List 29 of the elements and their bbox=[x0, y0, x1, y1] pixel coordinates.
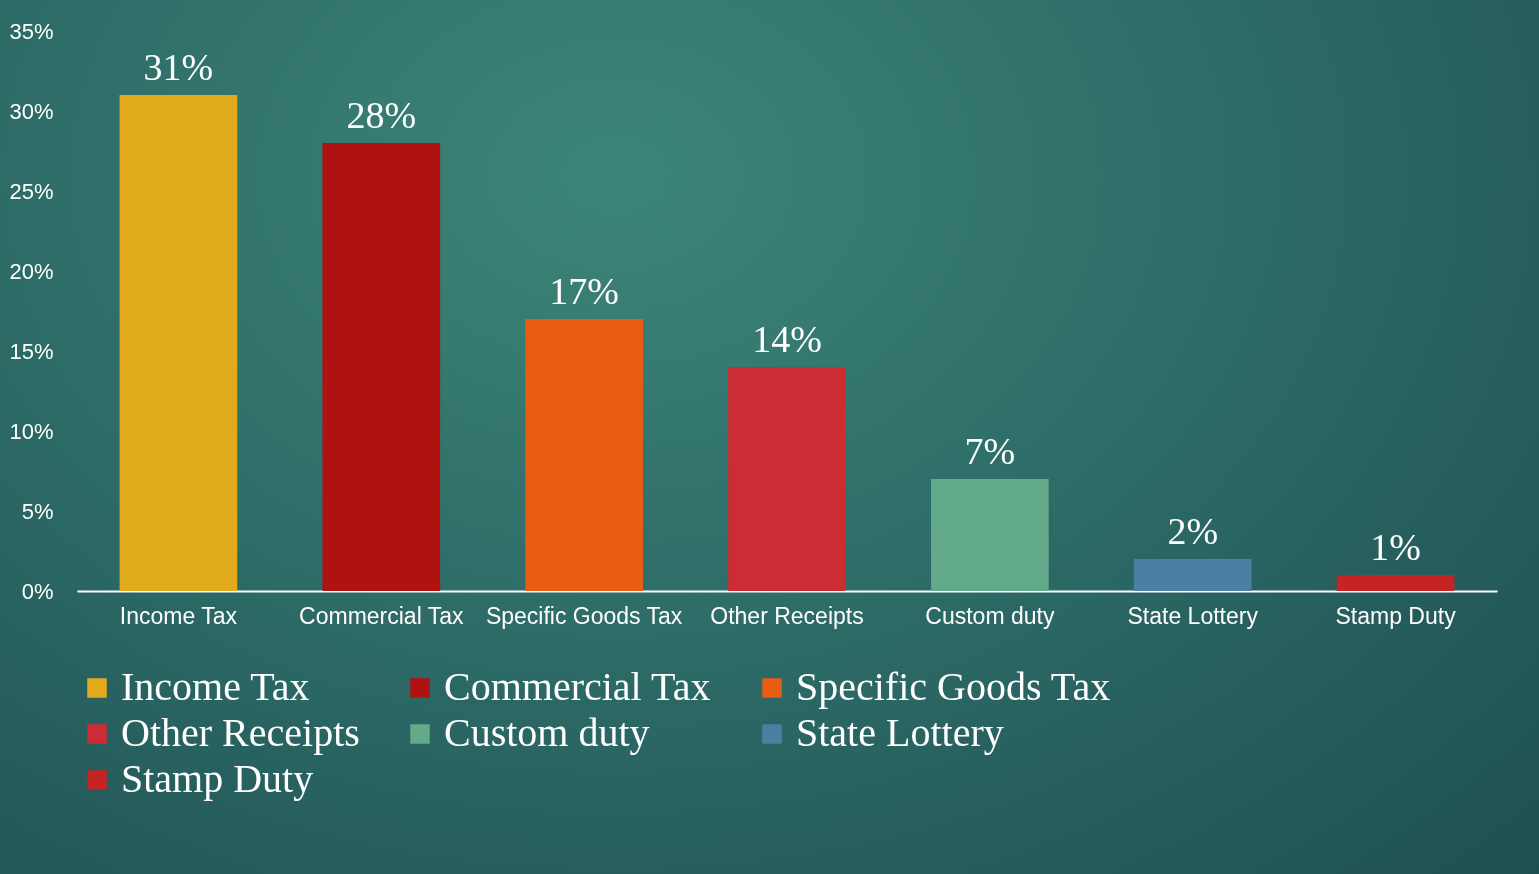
y-tick-label: 30% bbox=[9, 98, 54, 124]
data-label: 1% bbox=[1370, 526, 1421, 568]
data-label: 17% bbox=[549, 270, 619, 312]
y-tick-label: 35% bbox=[9, 18, 54, 44]
data-label: 14% bbox=[752, 318, 822, 360]
legend-label: Specific Goods Tax bbox=[796, 664, 1111, 709]
legend-label: Income Tax bbox=[121, 664, 310, 709]
data-label: 31% bbox=[143, 46, 214, 88]
x-tick-label: Commercial Tax bbox=[299, 602, 465, 629]
y-tick-label: 5% bbox=[21, 498, 54, 524]
y-tick-label: 15% bbox=[9, 338, 54, 364]
data-label: 7% bbox=[964, 430, 1016, 472]
y-tick-label: 25% bbox=[9, 178, 54, 204]
legend-label: Stamp Duty bbox=[121, 756, 314, 801]
x-tick-label: State Lottery bbox=[1127, 602, 1259, 629]
data-label: 2% bbox=[1167, 510, 1219, 552]
legend-label: Other Receipts bbox=[121, 710, 360, 755]
y-tick-label: 10% bbox=[9, 418, 54, 444]
legend-label: State Lottery bbox=[796, 710, 1004, 755]
x-tick-label: Specific Goods Tax bbox=[485, 602, 683, 629]
legend-label: Custom duty bbox=[444, 710, 650, 755]
legend-label: Commercial Tax bbox=[444, 664, 711, 709]
y-tick-label: 20% bbox=[9, 258, 54, 284]
data-label: 28% bbox=[346, 94, 417, 136]
y-tick-label: 0% bbox=[21, 578, 54, 604]
x-tick-label: Other Receipts bbox=[710, 602, 864, 629]
x-tick-label: Custom duty bbox=[925, 602, 1055, 629]
x-tick-label: Income Tax bbox=[119, 602, 238, 629]
x-tick-label: Stamp Duty bbox=[1335, 602, 1457, 629]
